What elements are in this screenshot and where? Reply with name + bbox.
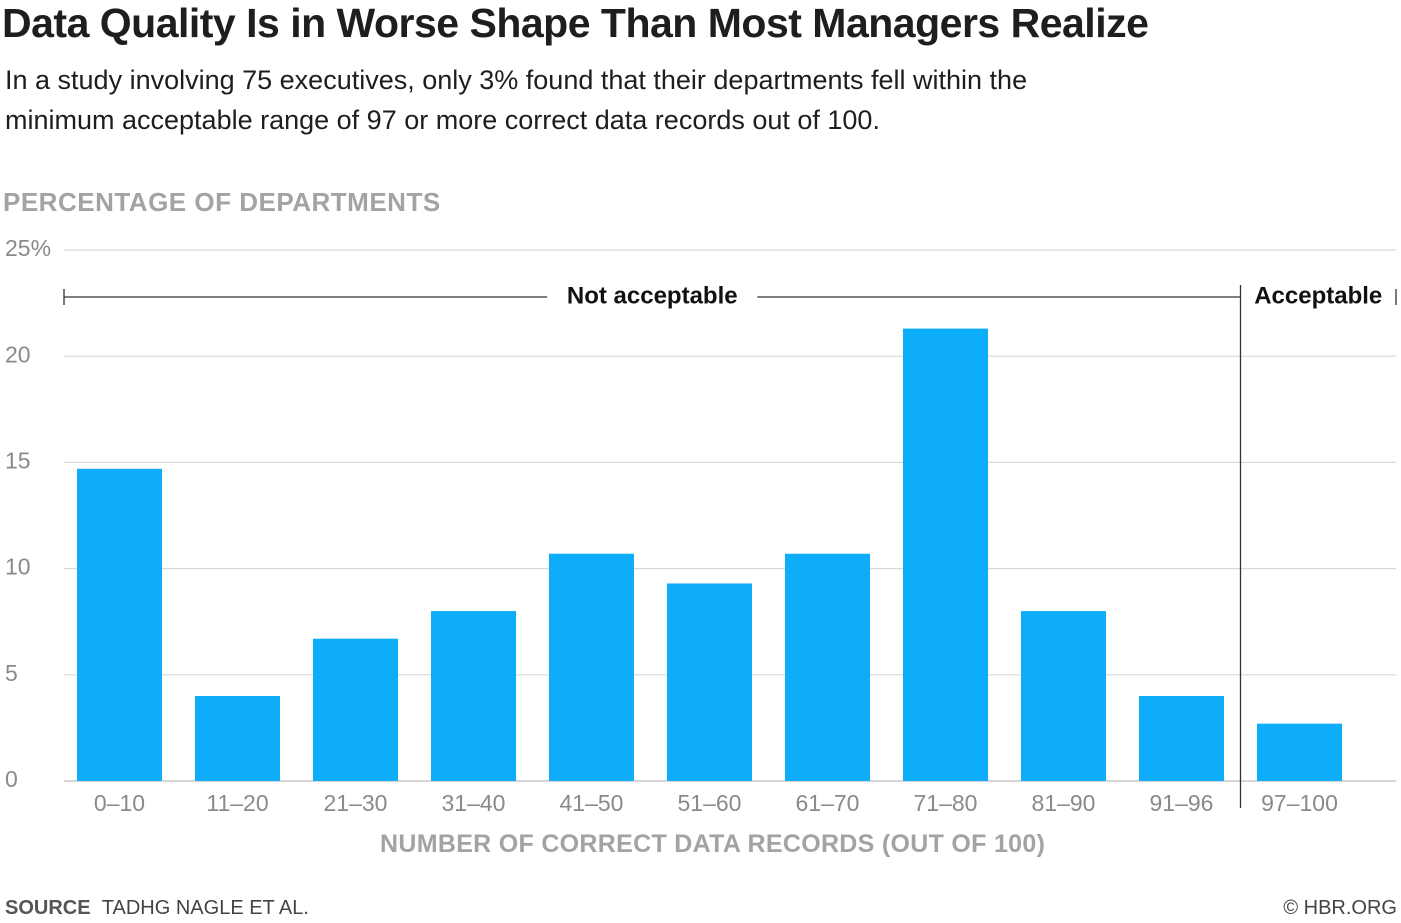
bar (195, 696, 280, 781)
x-tick-label: 97–100 (1261, 790, 1338, 816)
bar (1139, 696, 1224, 781)
bar (431, 611, 516, 781)
y-tick-label: 20 (5, 341, 31, 367)
x-tick-label: 21–30 (324, 790, 388, 816)
y-tick-label: 5 (5, 660, 18, 686)
x-tick-label: 91–96 (1150, 790, 1214, 816)
chart-subtitle: In a study involving 75 executives, only… (5, 65, 1028, 135)
x-tick-label: 51–60 (678, 790, 742, 816)
source-text: TADHG NAGLE ET AL. (101, 897, 309, 919)
range-label-acceptable: Acceptable (1254, 282, 1382, 309)
bar (667, 583, 752, 781)
bar (1257, 723, 1342, 781)
x-tick-label: 61–70 (796, 790, 860, 816)
y-axis-title: PERCENTAGE OF DEPARTMENTS (3, 187, 441, 217)
x-tick-label: 41–50 (560, 790, 624, 816)
x-axis-title: NUMBER OF CORRECT DATA RECORDS (OUT OF 1… (380, 830, 1046, 858)
x-tick-label: 31–40 (442, 790, 506, 816)
chart-title: Data Quality Is in Worse Shape Than Most… (2, 0, 1149, 46)
bar (549, 553, 634, 781)
y-tick-label: 0 (5, 766, 18, 792)
bar (77, 468, 162, 781)
bar (903, 328, 988, 781)
range-label-not-acceptable: Not acceptable (567, 282, 738, 309)
x-tick-label: 81–90 (1032, 790, 1096, 816)
x-tick-label: 11–20 (206, 790, 268, 816)
source-label: SOURCE (5, 897, 91, 919)
bar (313, 638, 398, 781)
y-tick-label: 15 (5, 447, 31, 473)
bar (1021, 611, 1106, 781)
y-tick-label: 25% (5, 235, 51, 261)
copyright: © HBR.ORG (1283, 897, 1397, 919)
x-tick-label: 71–80 (914, 790, 978, 816)
bar (785, 553, 870, 781)
source-note: SOURCE TADHG NAGLE ET AL. (5, 897, 309, 920)
y-tick-label: 10 (5, 554, 31, 580)
x-tick-label: 0–10 (94, 790, 145, 816)
